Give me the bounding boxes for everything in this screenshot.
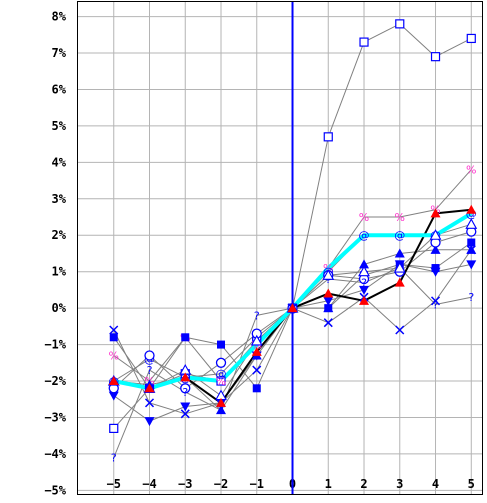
red-triangle-marker [466,204,477,214]
open-circle-marker [144,350,155,361]
open-circle-marker [215,357,227,368]
x-tick-label: 5 [468,477,475,491]
filled-square-marker [252,384,261,393]
question-mark-marker: ? [361,277,367,290]
y-tick-label: 5% [52,119,67,133]
filled-triangle-up-marker [430,244,441,254]
y-tick-label: 4% [52,155,67,169]
y-tick-label: 8% [52,10,67,24]
y-tick-label: −3% [44,410,66,424]
red-triangle-marker [216,397,227,407]
y-tick-label: 2% [52,228,67,242]
percent-marker: % [323,262,333,275]
at-sign-marker: @ [359,229,370,242]
plot-border [77,1,483,495]
y-tick-label: 7% [52,46,67,60]
x-mark-marker [395,325,405,335]
red-triangle-marker [359,295,370,305]
open-square-marker [109,423,119,433]
open-triangle-up-marker [429,229,442,240]
question-mark-marker: ? [147,364,153,377]
question-mark-marker: ? [182,386,188,399]
red-triangle-marker [323,288,334,298]
x-mark-marker [109,325,119,335]
x-tick-label: 3 [396,477,403,491]
y-tick-label: 6% [52,82,67,96]
open-square-marker [216,376,226,386]
x-mark-marker [252,365,262,375]
open-square-marker [323,132,333,142]
at-sign-marker: @ [394,229,405,242]
percent-marker: % [216,375,226,388]
percent-marker: % [395,211,405,224]
x-tick-label: −5 [107,477,121,491]
red-triangle-marker [251,346,262,356]
filled-square-marker [109,333,118,342]
red-triangle-marker [394,277,405,287]
open-square-marker [430,52,441,62]
x-mark-marker [323,318,333,328]
filled-square-marker [467,238,476,247]
filled-square-marker [431,264,440,273]
at-sign-marker: @ [216,368,227,381]
open-square-marker [359,37,369,47]
question-mark-marker: ? [254,309,260,322]
percent-marker: % [466,164,476,177]
x-mark-marker [144,398,155,408]
x-mark-marker [430,296,441,306]
y-tick-label: 3% [52,192,67,206]
filled-triangle-down-marker [359,285,370,295]
y-tick-label: 1% [52,265,67,279]
filled-triangle-up-marker [359,259,370,269]
red-triangle-marker [430,208,441,218]
y-axis-tick-labels: −5% −4% −3% −2% −1% 0% 1% 2% 3% 4% 5% 6% 7% 8% [44,10,66,498]
question-mark-marker: ? [218,404,224,417]
open-circle-marker [180,383,191,394]
x-tick-label: −4 [142,477,156,491]
filled-square-marker [217,340,226,349]
filled-square-marker [324,304,333,313]
filled-triangle-up-marker [394,248,405,258]
y-tick-label: −4% [44,447,66,461]
question-mark-marker: ? [111,452,117,465]
question-mark-marker: ? [433,298,439,311]
x-tick-label: −2 [214,477,228,491]
filled-triangle-down-marker [180,402,191,412]
percent-marker: % [109,350,119,363]
percent-marker: % [359,211,369,224]
red-triangle-marker [287,303,298,313]
x-tick-label: −3 [178,477,192,491]
x-tick-label: 1 [325,477,332,491]
filled-triangle-down-marker [323,296,334,306]
open-triangle-up-marker [250,334,263,346]
filled-square-marker [181,333,190,342]
x-mark-marker [180,409,190,419]
open-square-marker [395,19,405,29]
at-sign-marker: @ [466,207,477,220]
red-triangle-marker [108,376,119,386]
x-tick-label: −1 [250,477,264,491]
y-tick-label: −2% [44,374,66,388]
open-triangle-up-marker [358,265,370,277]
open-square-marker [466,33,476,44]
x-mark-marker [466,245,476,255]
y-tick-label: 0% [52,301,67,315]
y-tick-label: −5% [44,483,66,497]
series-markers: %%%%%%%%%%%@@@@@@@@@@@??????????? [107,19,478,465]
red-triangle-marker [180,372,191,382]
filled-triangle-up-marker [216,405,227,415]
open-triangle-up-marker [322,269,335,280]
open-triangle-up-marker [393,261,406,273]
x-tick-label: 2 [360,477,367,491]
question-mark-marker: ? [468,291,474,304]
filled-triangle-down-marker [144,417,155,427]
y-tick-label: −1% [44,338,66,352]
x-tick-label: 4 [432,477,439,491]
red-triangle-marker [144,383,155,393]
filled-triangle-down-marker [108,391,119,401]
filled-triangle-down-marker [466,260,477,270]
open-triangle-up-marker [465,218,478,229]
